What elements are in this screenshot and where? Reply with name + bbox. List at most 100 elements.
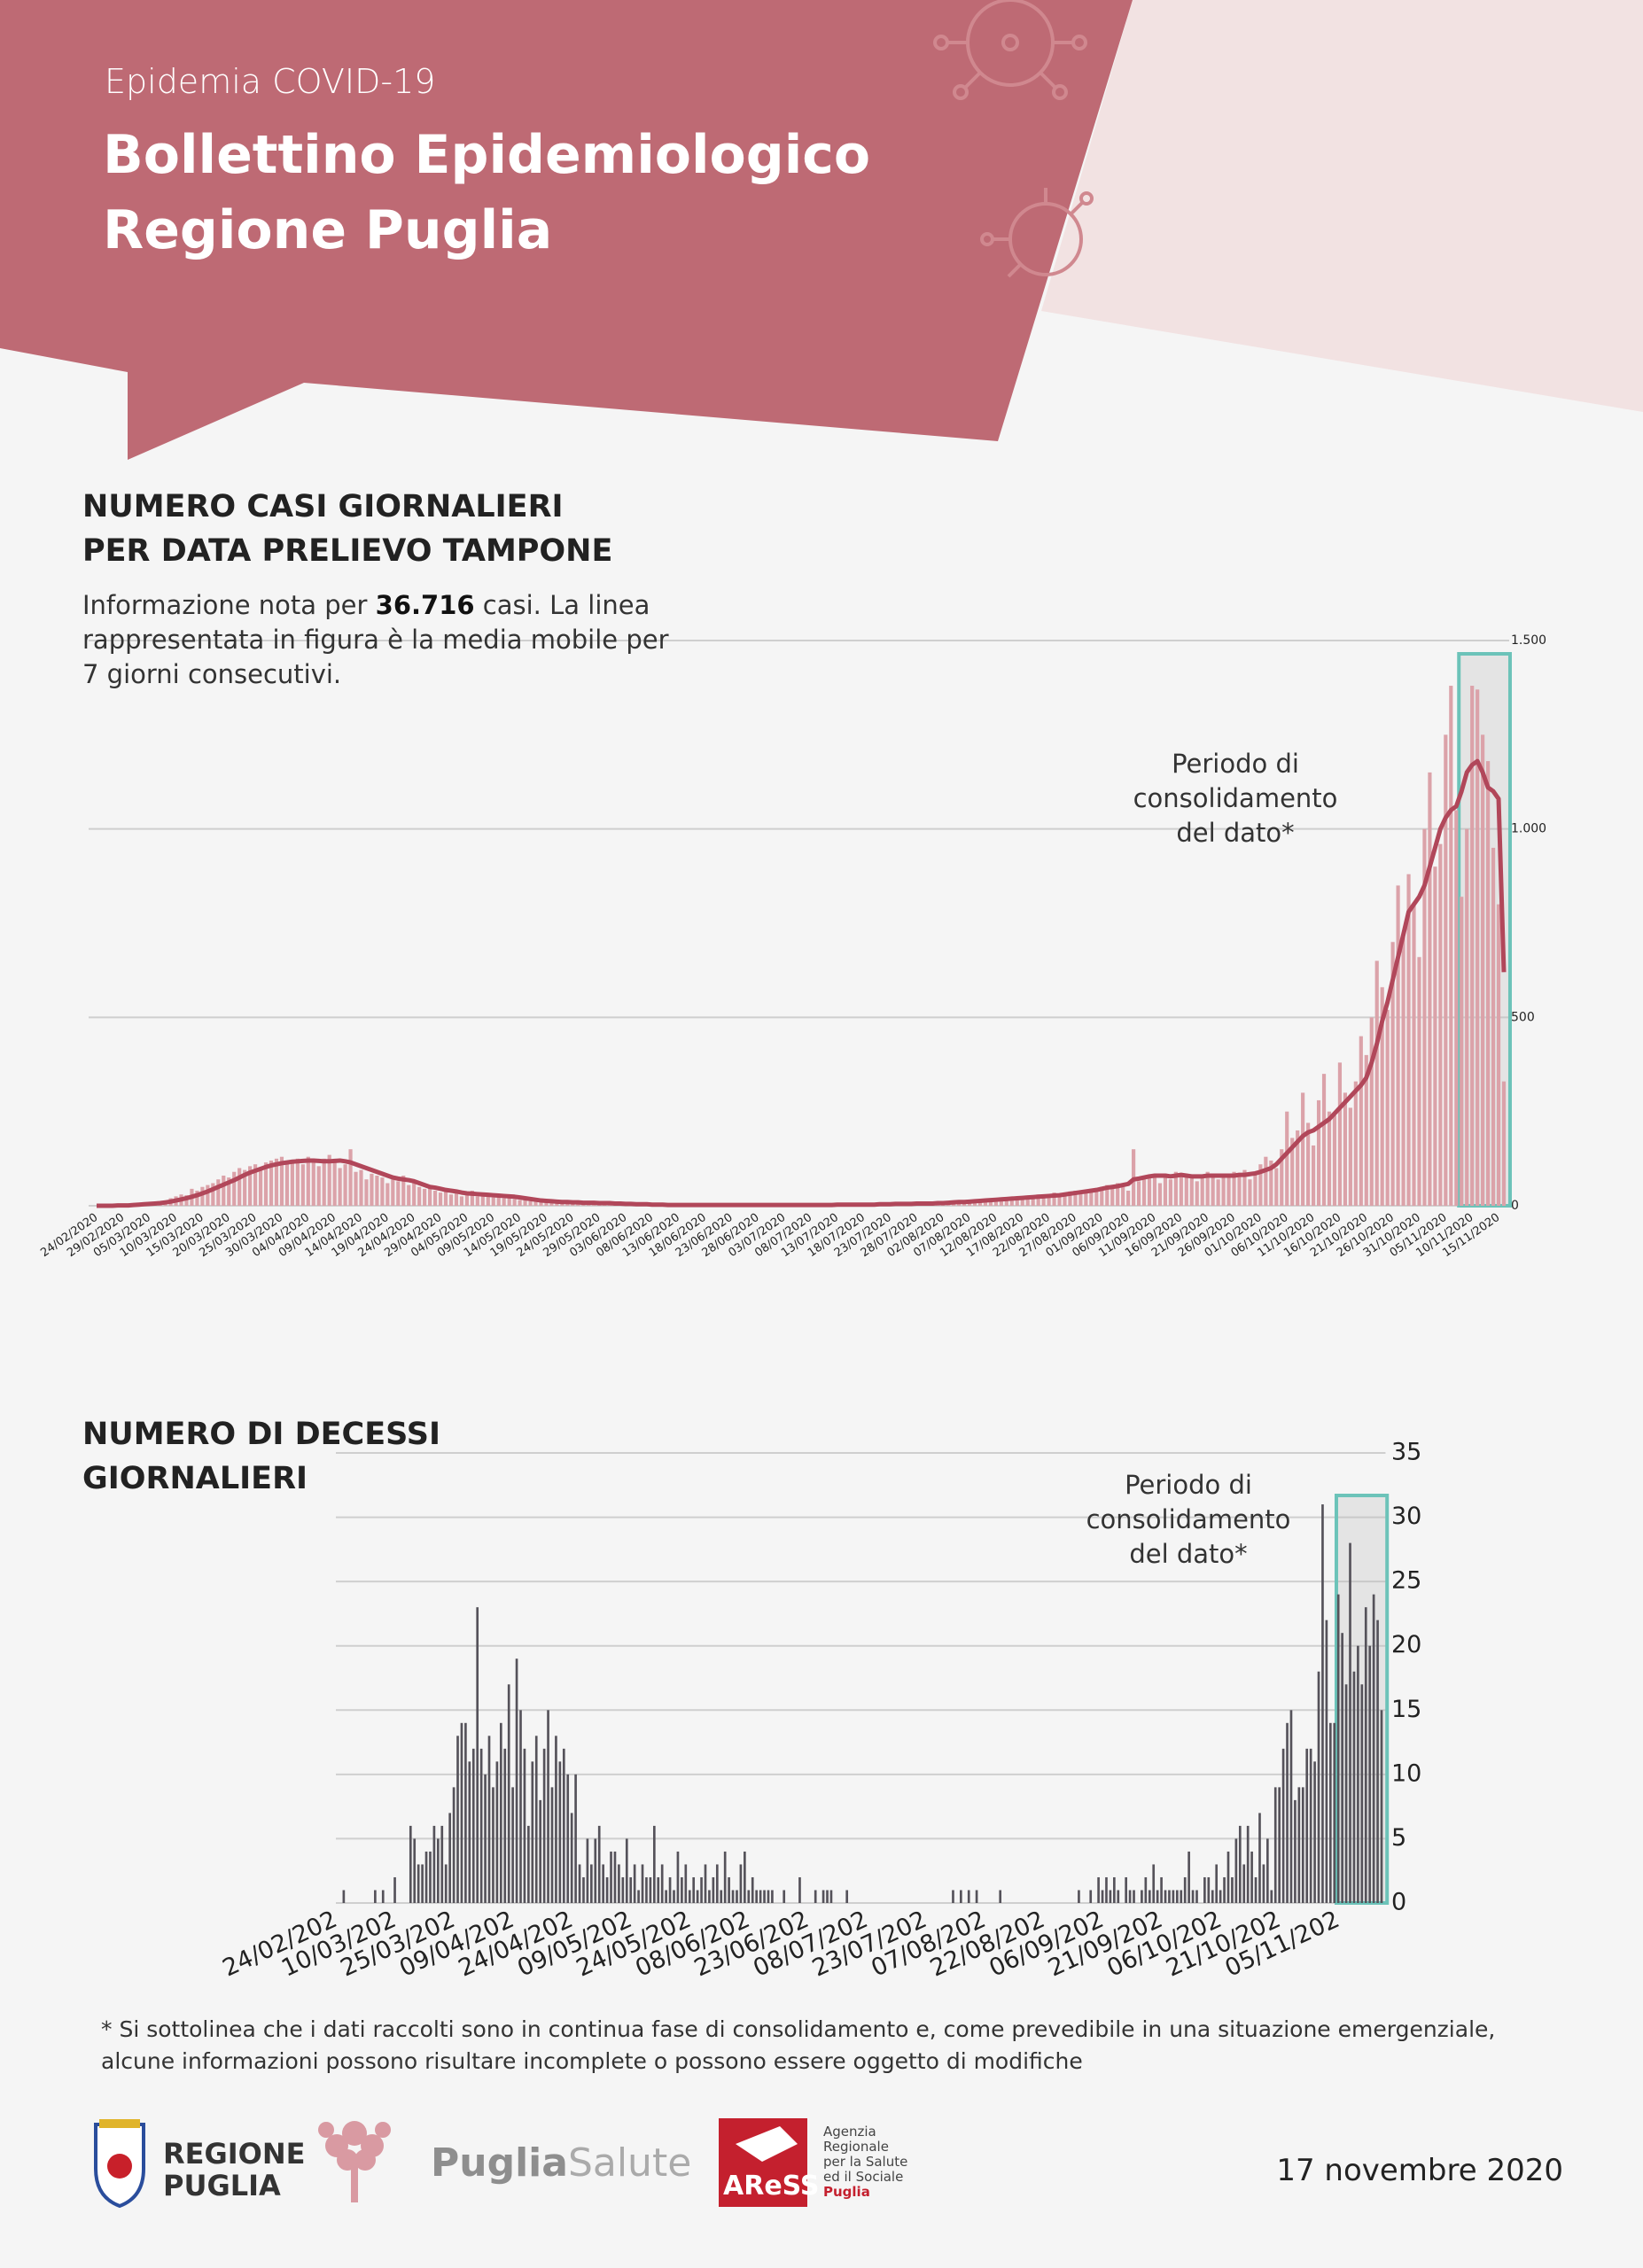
bar bbox=[1164, 1890, 1167, 1903]
bar bbox=[605, 1876, 609, 1903]
bar bbox=[1311, 1145, 1316, 1206]
bar bbox=[565, 1202, 570, 1206]
bar bbox=[295, 1158, 300, 1206]
bar bbox=[1333, 1722, 1336, 1903]
bar bbox=[523, 1748, 526, 1903]
bar bbox=[1470, 686, 1475, 1206]
bar bbox=[657, 1876, 660, 1903]
bar bbox=[1481, 734, 1485, 1206]
bar bbox=[1141, 1890, 1143, 1903]
bar bbox=[1372, 1594, 1375, 1903]
bar bbox=[440, 1825, 444, 1903]
bar bbox=[684, 1864, 688, 1903]
bar bbox=[720, 1890, 723, 1903]
bar bbox=[767, 1890, 770, 1903]
bar bbox=[1491, 847, 1496, 1206]
bar bbox=[1078, 1192, 1083, 1206]
bar bbox=[952, 1890, 954, 1903]
bar bbox=[432, 1190, 438, 1206]
bar bbox=[423, 1188, 427, 1206]
bar bbox=[1125, 1876, 1127, 1903]
bar bbox=[676, 1851, 680, 1903]
bar bbox=[409, 1825, 412, 1903]
bar bbox=[1216, 1179, 1220, 1206]
bar bbox=[1496, 904, 1501, 1206]
bar bbox=[1187, 1851, 1190, 1903]
bar bbox=[594, 1838, 597, 1903]
bar bbox=[1089, 1890, 1093, 1903]
bar bbox=[1195, 1890, 1198, 1903]
bar bbox=[1460, 897, 1464, 1206]
bar bbox=[1110, 1188, 1115, 1206]
bar bbox=[723, 1851, 727, 1903]
bar bbox=[1036, 1194, 1040, 1206]
annotation: del dato* bbox=[1129, 1539, 1248, 1569]
y-tick-label: 10 bbox=[1391, 1759, 1421, 1787]
bar bbox=[1264, 1156, 1268, 1206]
bar bbox=[1258, 1164, 1263, 1206]
bar bbox=[417, 1186, 422, 1206]
bar bbox=[284, 1162, 290, 1206]
regione-logo bbox=[94, 2119, 145, 2209]
bar bbox=[206, 1184, 210, 1206]
bar bbox=[1009, 1199, 1014, 1206]
header-title: Bollettino Epidemiologico bbox=[103, 124, 871, 186]
bar bbox=[456, 1736, 459, 1903]
bar bbox=[582, 1876, 585, 1903]
y-tick-label: 1.000 bbox=[1511, 822, 1546, 836]
bar bbox=[452, 1787, 456, 1903]
bar bbox=[736, 1890, 738, 1903]
puglia-salute-logo bbox=[318, 2121, 391, 2202]
bar bbox=[354, 1171, 358, 1206]
bar bbox=[673, 1890, 675, 1903]
bar bbox=[1368, 1645, 1372, 1903]
bar bbox=[393, 1876, 396, 1903]
bar bbox=[1047, 1195, 1051, 1206]
bar bbox=[385, 1183, 390, 1206]
bar bbox=[243, 1169, 247, 1206]
bar bbox=[211, 1183, 215, 1206]
note-number: 36.716 bbox=[375, 590, 475, 620]
bar bbox=[751, 1876, 754, 1903]
bar bbox=[1285, 1111, 1289, 1206]
bar bbox=[1374, 960, 1379, 1206]
logo-text: REGIONE bbox=[163, 2137, 306, 2171]
bar bbox=[515, 1658, 518, 1903]
bar bbox=[531, 1761, 534, 1903]
bar bbox=[429, 1851, 432, 1903]
bar bbox=[1211, 1173, 1215, 1206]
annotation: del dato* bbox=[1176, 818, 1295, 848]
bar bbox=[1274, 1168, 1279, 1206]
bar bbox=[1465, 828, 1469, 1206]
bar bbox=[1084, 1190, 1088, 1206]
bar bbox=[1313, 1761, 1316, 1903]
bar bbox=[306, 1156, 310, 1206]
bar bbox=[1234, 1838, 1238, 1903]
bar bbox=[1025, 1197, 1030, 1206]
bar bbox=[1156, 1890, 1159, 1903]
bar bbox=[1359, 1036, 1363, 1206]
bar bbox=[1207, 1876, 1211, 1903]
bar bbox=[1254, 1876, 1258, 1903]
bar bbox=[1433, 866, 1437, 1206]
bar bbox=[539, 1799, 542, 1903]
bar bbox=[645, 1876, 648, 1903]
bar bbox=[1226, 1851, 1230, 1903]
bar bbox=[316, 1166, 321, 1206]
annotation: Periodo di bbox=[1125, 1470, 1252, 1500]
bar bbox=[1444, 734, 1448, 1206]
bar bbox=[586, 1838, 589, 1903]
bar bbox=[660, 1864, 664, 1903]
y-tick-label: 30 bbox=[1391, 1503, 1421, 1530]
bar bbox=[227, 1177, 231, 1206]
bar bbox=[1015, 1198, 1019, 1206]
bar bbox=[1094, 1190, 1099, 1206]
bar bbox=[641, 1864, 644, 1903]
bar bbox=[279, 1156, 284, 1206]
bar bbox=[712, 1876, 715, 1903]
bar bbox=[502, 1198, 506, 1206]
bar bbox=[822, 1890, 825, 1903]
bar bbox=[550, 1787, 554, 1903]
bar bbox=[1297, 1787, 1301, 1903]
bar bbox=[438, 1192, 443, 1206]
